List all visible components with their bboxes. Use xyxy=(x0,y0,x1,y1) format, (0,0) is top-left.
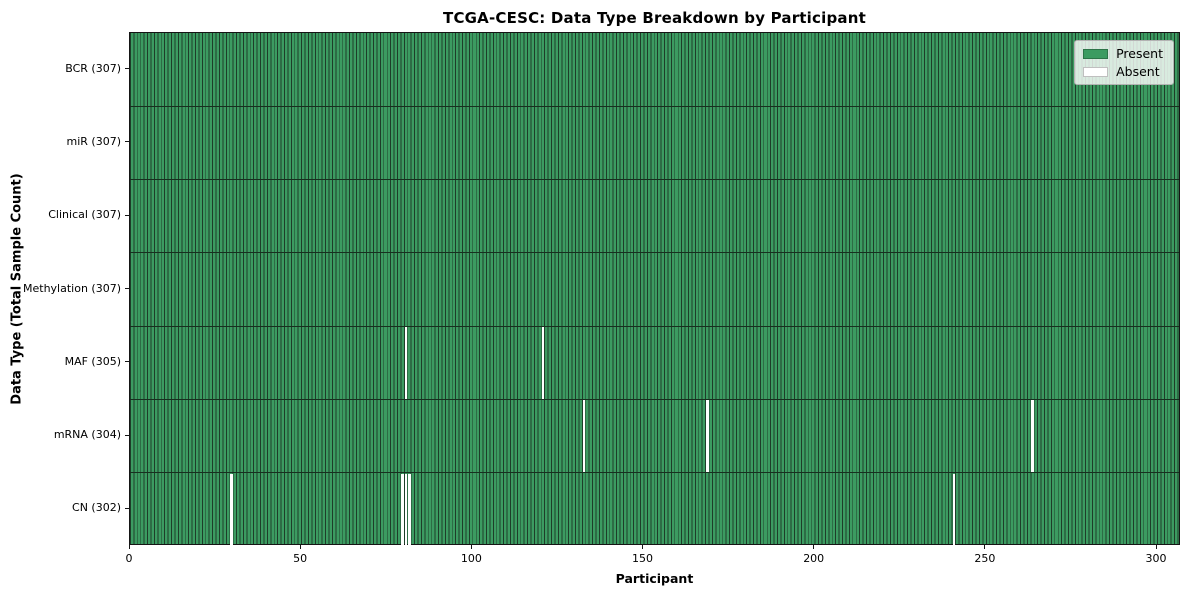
x-tick-mark xyxy=(299,545,301,549)
absent-cell xyxy=(706,400,709,472)
legend-swatch-absent-icon xyxy=(1083,66,1109,77)
legend: Present Absent xyxy=(1074,40,1174,85)
absent-cell xyxy=(408,473,411,546)
x-tick-label: 250 xyxy=(974,552,996,565)
x-axis-label: Participant xyxy=(615,571,694,586)
y-tick-label: BCR (307) xyxy=(65,61,121,75)
y-tick-label: miR (307) xyxy=(66,134,122,148)
x-tick-mark xyxy=(1155,545,1157,549)
y-tick-label: Clinical (307) xyxy=(48,208,121,222)
legend-item-absent: Absent xyxy=(1083,65,1163,78)
y-tick-mark xyxy=(124,288,129,289)
legend-label-absent: Absent xyxy=(1116,64,1160,79)
row-divider xyxy=(130,179,1179,181)
plot-area: Present Absent xyxy=(129,32,1180,546)
row-divider xyxy=(130,252,1179,254)
x-tick-mark xyxy=(813,545,815,549)
absent-cell xyxy=(230,473,233,546)
legend-label-present: Present xyxy=(1116,46,1163,61)
x-tick-label: 150 xyxy=(632,552,654,565)
x-tick-label: 200 xyxy=(803,552,825,565)
y-tick-label: CN (302) xyxy=(72,501,121,515)
absent-cell xyxy=(952,473,956,546)
y-tick-label: Methylation (307) xyxy=(23,281,121,295)
absent-cell xyxy=(404,327,408,399)
x-tick-label: 100 xyxy=(460,552,482,565)
row-divider xyxy=(130,472,1179,474)
y-tick-mark xyxy=(124,507,129,509)
x-tick-label: 50 xyxy=(293,552,308,565)
x-tick-mark xyxy=(128,545,130,549)
legend-item-present: Present xyxy=(1083,47,1163,60)
absent-cell xyxy=(582,400,586,472)
y-tick-mark xyxy=(124,141,129,143)
x-tick-mark xyxy=(984,545,986,549)
x-tick-mark xyxy=(470,545,472,549)
row-divider xyxy=(130,105,1179,107)
y-tick-label: mRNA (304) xyxy=(53,428,121,442)
y-tick-mark xyxy=(124,434,129,436)
y-tick-label: MAF (305) xyxy=(64,354,121,368)
x-tick-mark xyxy=(642,545,644,549)
x-tick-label: 300 xyxy=(1145,552,1167,565)
absent-cell xyxy=(401,473,404,546)
row-divider xyxy=(130,398,1179,400)
absent-cell xyxy=(404,473,408,546)
absent-cell xyxy=(541,327,545,399)
x-tick-label: 0 xyxy=(125,552,133,565)
y-tick-mark xyxy=(124,68,129,70)
row-divider xyxy=(130,325,1179,327)
y-tick-mark xyxy=(124,361,129,363)
chart-title: TCGA-CESC: Data Type Breakdown by Partic… xyxy=(443,9,866,27)
legend-swatch-present-icon xyxy=(1083,48,1109,59)
absent-cell xyxy=(1031,400,1034,472)
y-tick-mark xyxy=(124,214,129,216)
